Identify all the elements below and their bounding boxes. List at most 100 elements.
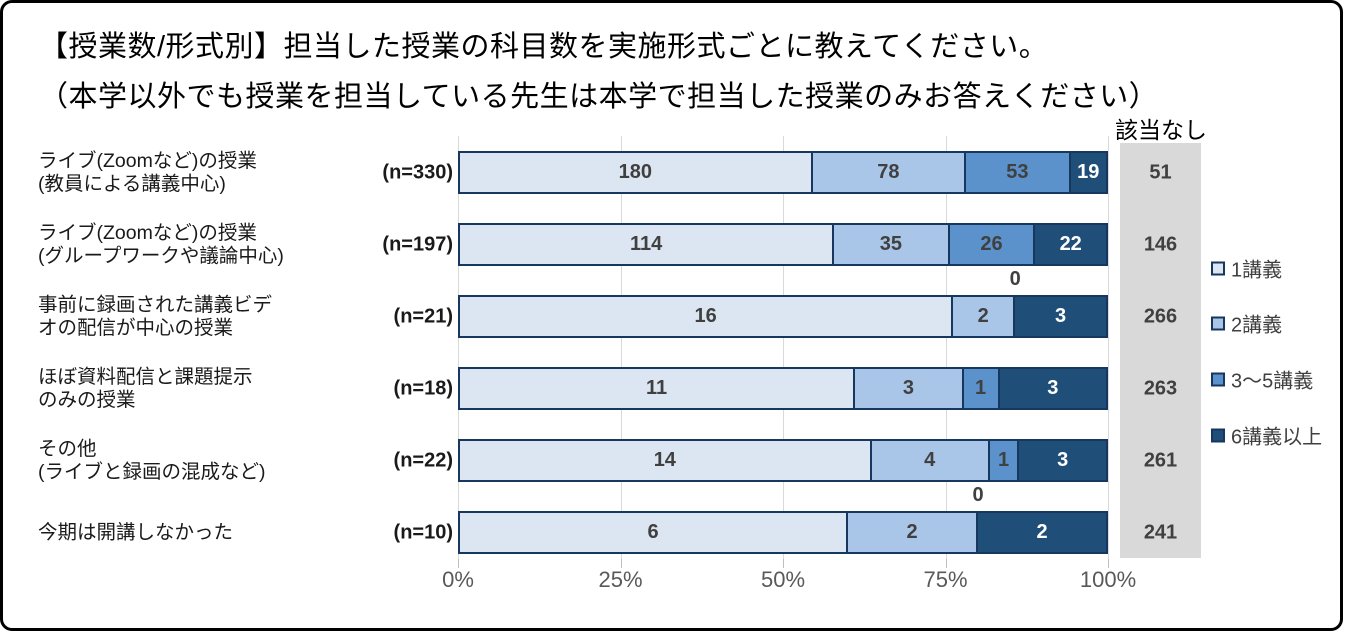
legend-item: 3〜5講義 [1211, 365, 1313, 394]
row-label-line: ライブ(Zoomなど)の授業 [38, 149, 257, 172]
bar-segment-value: 4 [924, 449, 936, 471]
bar-segment: 35 [832, 223, 950, 266]
na-value: 266 [1143, 305, 1178, 327]
bar-segment-value: 114 [629, 233, 663, 255]
bar-segment-value: 3 [1057, 449, 1069, 471]
stacked-bar: 16 2 3 [458, 295, 1108, 338]
legend-item: 2講義 [1211, 309, 1282, 338]
x-axis-tick-label: 50% [760, 567, 806, 592]
bar-segment: 4 [869, 439, 990, 482]
bar-segment-value: 2 [906, 521, 918, 543]
row-n-label: (n=330) [382, 161, 453, 183]
row-label-line: ほぼ資料配信と課題提示 [38, 365, 253, 388]
bar-segment-value: 26 [980, 233, 1003, 255]
na-value: 241 [1143, 521, 1178, 543]
row-n-label: (n=197) [382, 233, 453, 255]
zero-value-label: 0 [972, 484, 984, 506]
x-axis-tick [620, 559, 622, 568]
bar-segment-value: 3 [1055, 305, 1067, 327]
row-label-line: (ライブと録画の混成など) [38, 460, 266, 483]
na-value: 263 [1143, 377, 1178, 399]
row-n-label: (n=10) [393, 521, 453, 543]
x-axis-tick-label: 25% [598, 567, 643, 592]
bar-segment: 2 [976, 511, 1108, 554]
stacked-bar: 180 78 53 19 [458, 151, 1108, 194]
x-axis-tick [783, 559, 784, 568]
bar-segment: 3 [997, 367, 1108, 410]
zero-value-label: 0 [1009, 268, 1021, 290]
bar-segment: 19 [1068, 151, 1108, 194]
bar-segment: 16 [458, 295, 954, 338]
stacked-bar: 14 4 1 3 [458, 439, 1108, 482]
row-label: ライブ(Zoomなど)の授業 (グループワークや議論中心) [38, 222, 358, 268]
bar-segment-value: 14 [653, 449, 676, 471]
bar-segment: 22 [1033, 223, 1108, 266]
bar-segment-value: 3 [1047, 377, 1059, 399]
bar-segment-value: 3 [902, 377, 914, 399]
bar-segment-value: 11 [646, 377, 668, 399]
bar-segment: 114 [458, 223, 835, 266]
row-label-line: ライブ(Zoomなど)の授業 [38, 221, 257, 244]
x-axis-tick [458, 559, 459, 568]
bar-segment-value: 19 [1077, 161, 1100, 183]
legend-swatch [1211, 372, 1225, 386]
stacked-bar: 11 3 1 3 [458, 367, 1108, 410]
bar-segment: 180 [458, 151, 813, 194]
stacked-bar: 6 2 2 [458, 511, 1108, 554]
chart-subtitle: （本学以外でも授業を担当している先生は本学で担当した授業のみお答えください） [39, 81, 1159, 113]
row-label-line: 事前に録画された講義ビデ [38, 293, 273, 316]
bar-segment-value: 2 [977, 305, 989, 327]
bar-segment-value: 53 [1006, 161, 1029, 183]
bar-segment: 3 [1017, 439, 1108, 482]
bar-segment-value: 78 [877, 161, 900, 183]
bar-segment: 11 [458, 367, 856, 410]
stacked-bar-chart: 該当なし ライブ(Zoomなど)の授業 (教員による講義中心) (n=330) 180… [3, 3, 1340, 628]
row-label: ライブ(Zoomなど)の授業 (教員による講義中心) [38, 150, 358, 196]
row-label-line: (グループワークや議論中心) [38, 244, 284, 267]
bar-segment-value: 180 [618, 161, 652, 183]
bar-segment: 3 [853, 367, 964, 410]
na-value: 261 [1143, 449, 1178, 471]
row-label-line: (教員による講義中心) [38, 172, 226, 195]
x-axis-tick [1108, 559, 1109, 568]
gridline [458, 136, 459, 559]
bar-segment-value: 16 [694, 305, 717, 327]
bar-segment-value: 35 [879, 233, 902, 255]
bar-segment: 14 [458, 439, 872, 482]
bar-segment: 53 [964, 151, 1071, 194]
row-label-line: のみの授業 [38, 388, 136, 411]
legend-swatch [1211, 261, 1225, 275]
legend-swatch [1211, 428, 1225, 442]
na-column-header: 該当なし [1115, 117, 1207, 143]
chart-title: 【授業数/形式別】担当した授業の科目数を実施形式ごとに教えてください。 [39, 31, 1049, 63]
na-value: 146 [1143, 233, 1178, 255]
x-axis-tick-label: 100% [1079, 567, 1137, 592]
row-n-label: (n=18) [393, 377, 453, 399]
gridline [620, 136, 622, 559]
bar-segment-value: 1 [975, 377, 987, 399]
row-label: その他 (ライブと録画の混成など) [38, 438, 358, 484]
legend-swatch [1211, 316, 1225, 330]
na-column-band [1120, 143, 1201, 558]
na-value: 51 [1149, 161, 1172, 183]
bar-segment-value: 22 [1059, 233, 1082, 255]
bar-segment: 2 [846, 511, 978, 554]
bar-segment-value: 2 [1036, 521, 1048, 543]
bar-segment: 1 [961, 367, 1000, 410]
row-n-label: (n=21) [393, 305, 453, 327]
legend-label: 1講義 [1231, 259, 1283, 282]
legend-label: 3〜5講義 [1231, 370, 1314, 393]
row-n-label: (n=22) [393, 449, 453, 471]
row-label: 事前に録画された講義ビデ オの配信が中心の授業 [38, 294, 358, 340]
bar-segment: 3 [1013, 295, 1108, 338]
x-axis-tick-label: 0% [442, 567, 474, 592]
gridline [1108, 136, 1109, 559]
row-label: ほぼ資料配信と課題提示 のみの授業 [38, 366, 358, 412]
row-label-line: その他 [38, 437, 97, 460]
bar-segment: 2 [951, 295, 1016, 338]
stacked-bar: 114 35 26 22 [458, 223, 1108, 266]
bar-segment-value: 1 [998, 449, 1010, 471]
bar-segment: 26 [947, 223, 1036, 266]
legend-label: 2講義 [1231, 314, 1283, 337]
